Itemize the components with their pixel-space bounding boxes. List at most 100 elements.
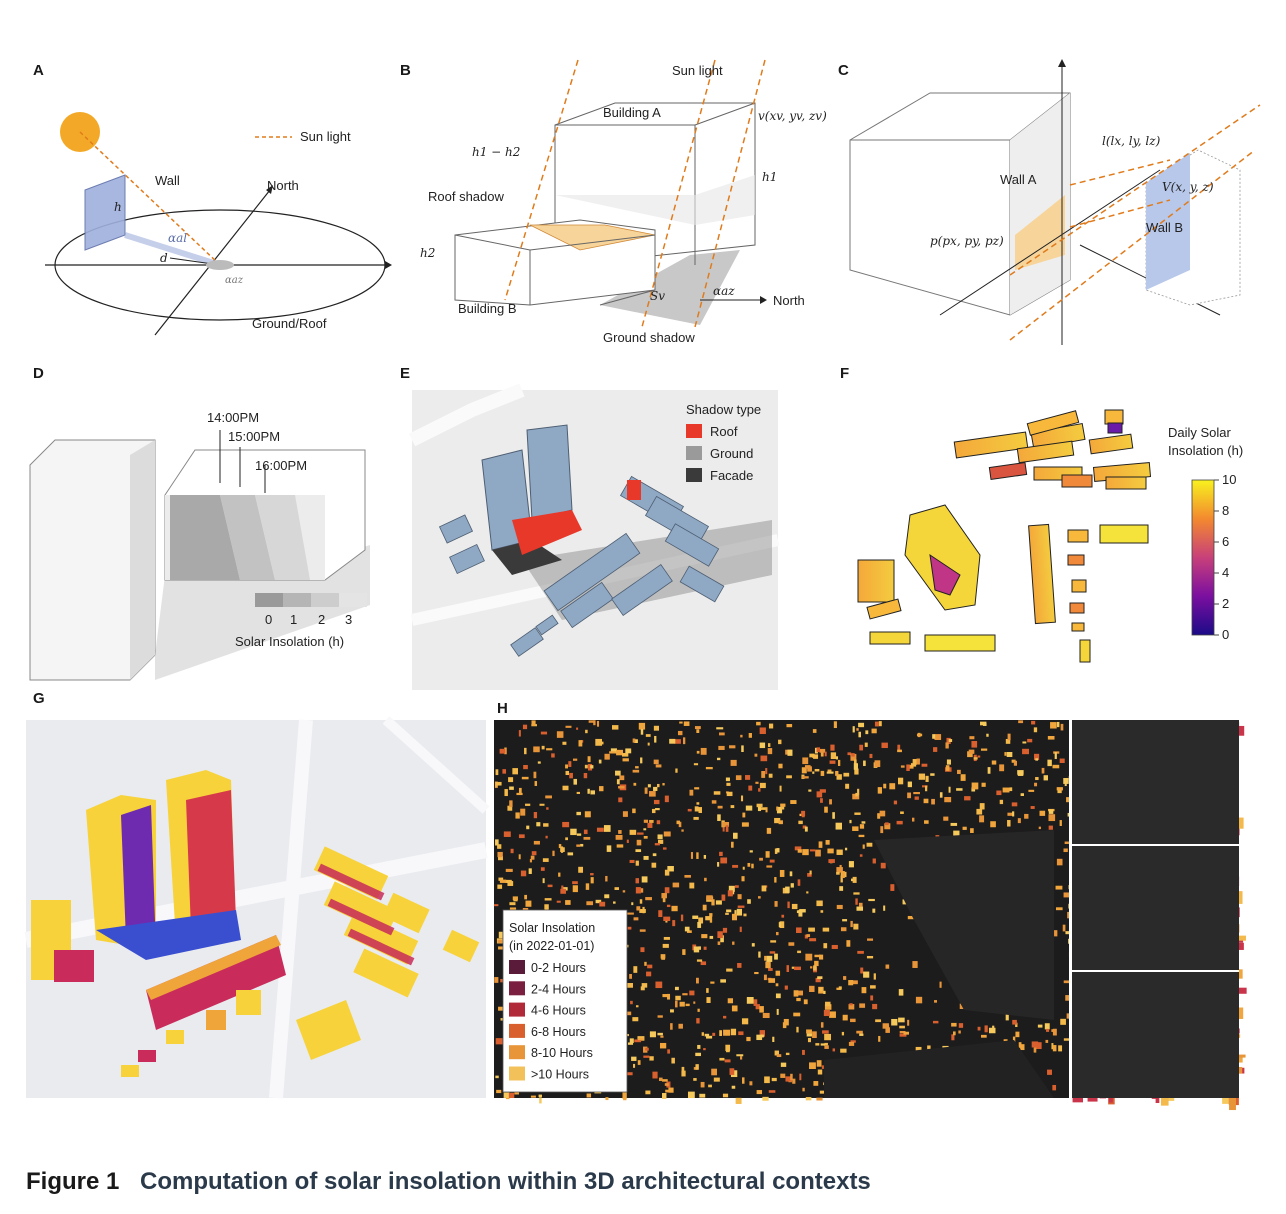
city-block — [654, 843, 660, 846]
city-block — [817, 976, 823, 979]
city-block — [838, 986, 842, 990]
city-block — [716, 727, 724, 730]
city-block — [706, 997, 711, 1004]
city-block — [840, 1048, 847, 1053]
city-block — [821, 1065, 824, 1069]
panel-b-north-label: North — [773, 293, 805, 308]
city-block — [588, 720, 594, 723]
city-block — [660, 1035, 664, 1038]
city-block — [794, 966, 801, 971]
city-block — [731, 1085, 736, 1089]
city-block — [768, 773, 773, 778]
city-block — [677, 730, 683, 736]
city-block — [1031, 1041, 1039, 1048]
city-block — [759, 782, 766, 789]
city-block — [655, 808, 660, 811]
city-block — [716, 757, 721, 761]
city-block — [534, 781, 538, 786]
city-block — [653, 759, 659, 765]
city-block — [907, 781, 912, 788]
city-block — [824, 1033, 832, 1041]
city-block — [720, 857, 728, 864]
city-block — [730, 759, 737, 766]
city-block — [858, 834, 865, 838]
city-block — [749, 850, 753, 853]
colorbar-tick-label: 6 — [1222, 534, 1229, 549]
city-block — [703, 1048, 706, 1051]
city-block — [988, 1027, 996, 1034]
panel-d-diagram: 14:00PM 15:00PM 16:00PM 0 1 2 3 Solar In… — [29, 410, 370, 681]
city-block — [657, 1032, 663, 1036]
city-block — [661, 893, 667, 899]
city-block — [529, 858, 533, 863]
panel-e-legend: Roof Ground Facade — [686, 424, 753, 483]
city-block — [603, 825, 611, 832]
city-block — [717, 862, 720, 867]
city-block — [742, 812, 746, 818]
city-block — [944, 797, 952, 803]
city-block — [696, 729, 700, 733]
city-block — [824, 1045, 829, 1049]
city-block — [741, 745, 744, 753]
panel-h-legend-swatch — [509, 1045, 525, 1060]
city-block — [630, 1000, 633, 1005]
city-block — [759, 727, 766, 735]
city-block — [999, 799, 1004, 805]
city-block — [844, 847, 848, 851]
city-block — [671, 1057, 675, 1064]
city-block — [816, 791, 823, 798]
city-block — [500, 1018, 504, 1021]
city-block — [523, 765, 528, 770]
city-block — [524, 747, 527, 755]
city-block — [625, 748, 632, 754]
city-block — [667, 993, 671, 1000]
city-block — [664, 869, 670, 876]
city-block — [885, 964, 890, 969]
city-block — [495, 781, 502, 786]
city-block — [632, 1017, 639, 1022]
city-block — [865, 730, 869, 735]
city-block — [738, 1031, 744, 1036]
city-block — [1056, 721, 1060, 728]
city-block — [542, 878, 545, 884]
city-block — [1024, 813, 1029, 819]
city-block — [786, 775, 792, 779]
city-block — [866, 842, 873, 847]
city-block — [600, 741, 604, 745]
city-block — [643, 835, 648, 839]
city-block — [976, 808, 983, 815]
panel-a-ground-label: Ground/Roof — [252, 316, 327, 331]
city-block — [647, 822, 653, 828]
city-block — [824, 1004, 832, 1010]
city-block — [576, 844, 581, 847]
city-block — [508, 1092, 515, 1098]
city-block — [1047, 736, 1055, 740]
city-block — [893, 800, 898, 805]
city-block — [951, 1022, 957, 1027]
city-block — [636, 906, 641, 911]
city-block — [791, 903, 798, 910]
city-block — [545, 835, 548, 839]
panel-a-d-symbol: d — [160, 251, 168, 265]
city-block — [1028, 789, 1035, 792]
city-block — [615, 835, 623, 840]
city-block — [832, 812, 835, 819]
city-block — [1060, 723, 1064, 731]
panel-b-h2: h2 — [420, 246, 435, 260]
panel-h-legend-title-2: (in 2022-01-01) — [509, 939, 594, 953]
city-block — [827, 769, 832, 773]
city-block — [656, 820, 661, 825]
city-block — [791, 966, 796, 969]
city-block — [544, 898, 552, 901]
city-block — [830, 752, 837, 760]
city-block — [758, 788, 761, 792]
city-block — [692, 915, 699, 919]
city-block — [497, 851, 503, 858]
city-block — [824, 751, 827, 757]
city-block — [853, 763, 858, 770]
city-block — [1033, 1047, 1037, 1053]
city-block — [560, 888, 566, 894]
city-block — [651, 808, 656, 814]
city-block — [704, 1033, 710, 1037]
city-block — [906, 764, 910, 771]
